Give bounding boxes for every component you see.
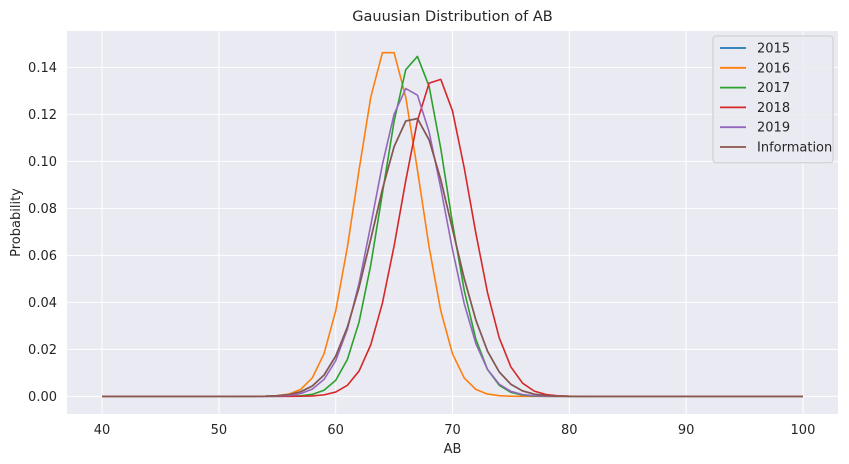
series-lines: [102, 51, 803, 398]
legend-label: 2016: [757, 61, 790, 76]
legend-label: 2015: [757, 42, 790, 57]
tick-labels: 40 50 60 70 80 90 100 0.00 0.02 0.04 0.06 0.08 0.10 0…: [28, 61, 815, 438]
series-line-information: [102, 117, 803, 398]
y-tick-label: 0.04: [28, 296, 57, 311]
legend-label: Information: [757, 141, 832, 156]
y-tick-label: 0.08: [28, 202, 57, 217]
x-tick-label: 50: [211, 423, 228, 438]
y-axis-label: Probability: [9, 188, 24, 257]
x-tick-label: 100: [791, 423, 816, 438]
legend-label: 2018: [757, 101, 790, 116]
y-tick-label: 0.10: [28, 155, 57, 170]
y-tick-label: 0.02: [28, 343, 57, 358]
x-tick-label: 70: [444, 423, 461, 438]
x-tick-label: 80: [561, 423, 578, 438]
x-tick-label: 40: [94, 423, 111, 438]
y-tick-label: 0.06: [28, 249, 57, 264]
legend-label: 2019: [757, 121, 790, 136]
x-axis-label: AB: [444, 442, 462, 457]
y-tick-label: 0.12: [28, 108, 57, 123]
chart-title: Gauusian Distribution of AB: [352, 9, 552, 25]
legend-label: 2017: [757, 81, 790, 96]
x-tick-label: 60: [327, 423, 344, 438]
x-tick-label: 90: [678, 423, 695, 438]
y-tick-label: 0.14: [28, 61, 57, 76]
legend: 2015 2016 2017 2018 2019 Information: [712, 35, 834, 164]
y-tick-label: 0.00: [28, 390, 57, 405]
